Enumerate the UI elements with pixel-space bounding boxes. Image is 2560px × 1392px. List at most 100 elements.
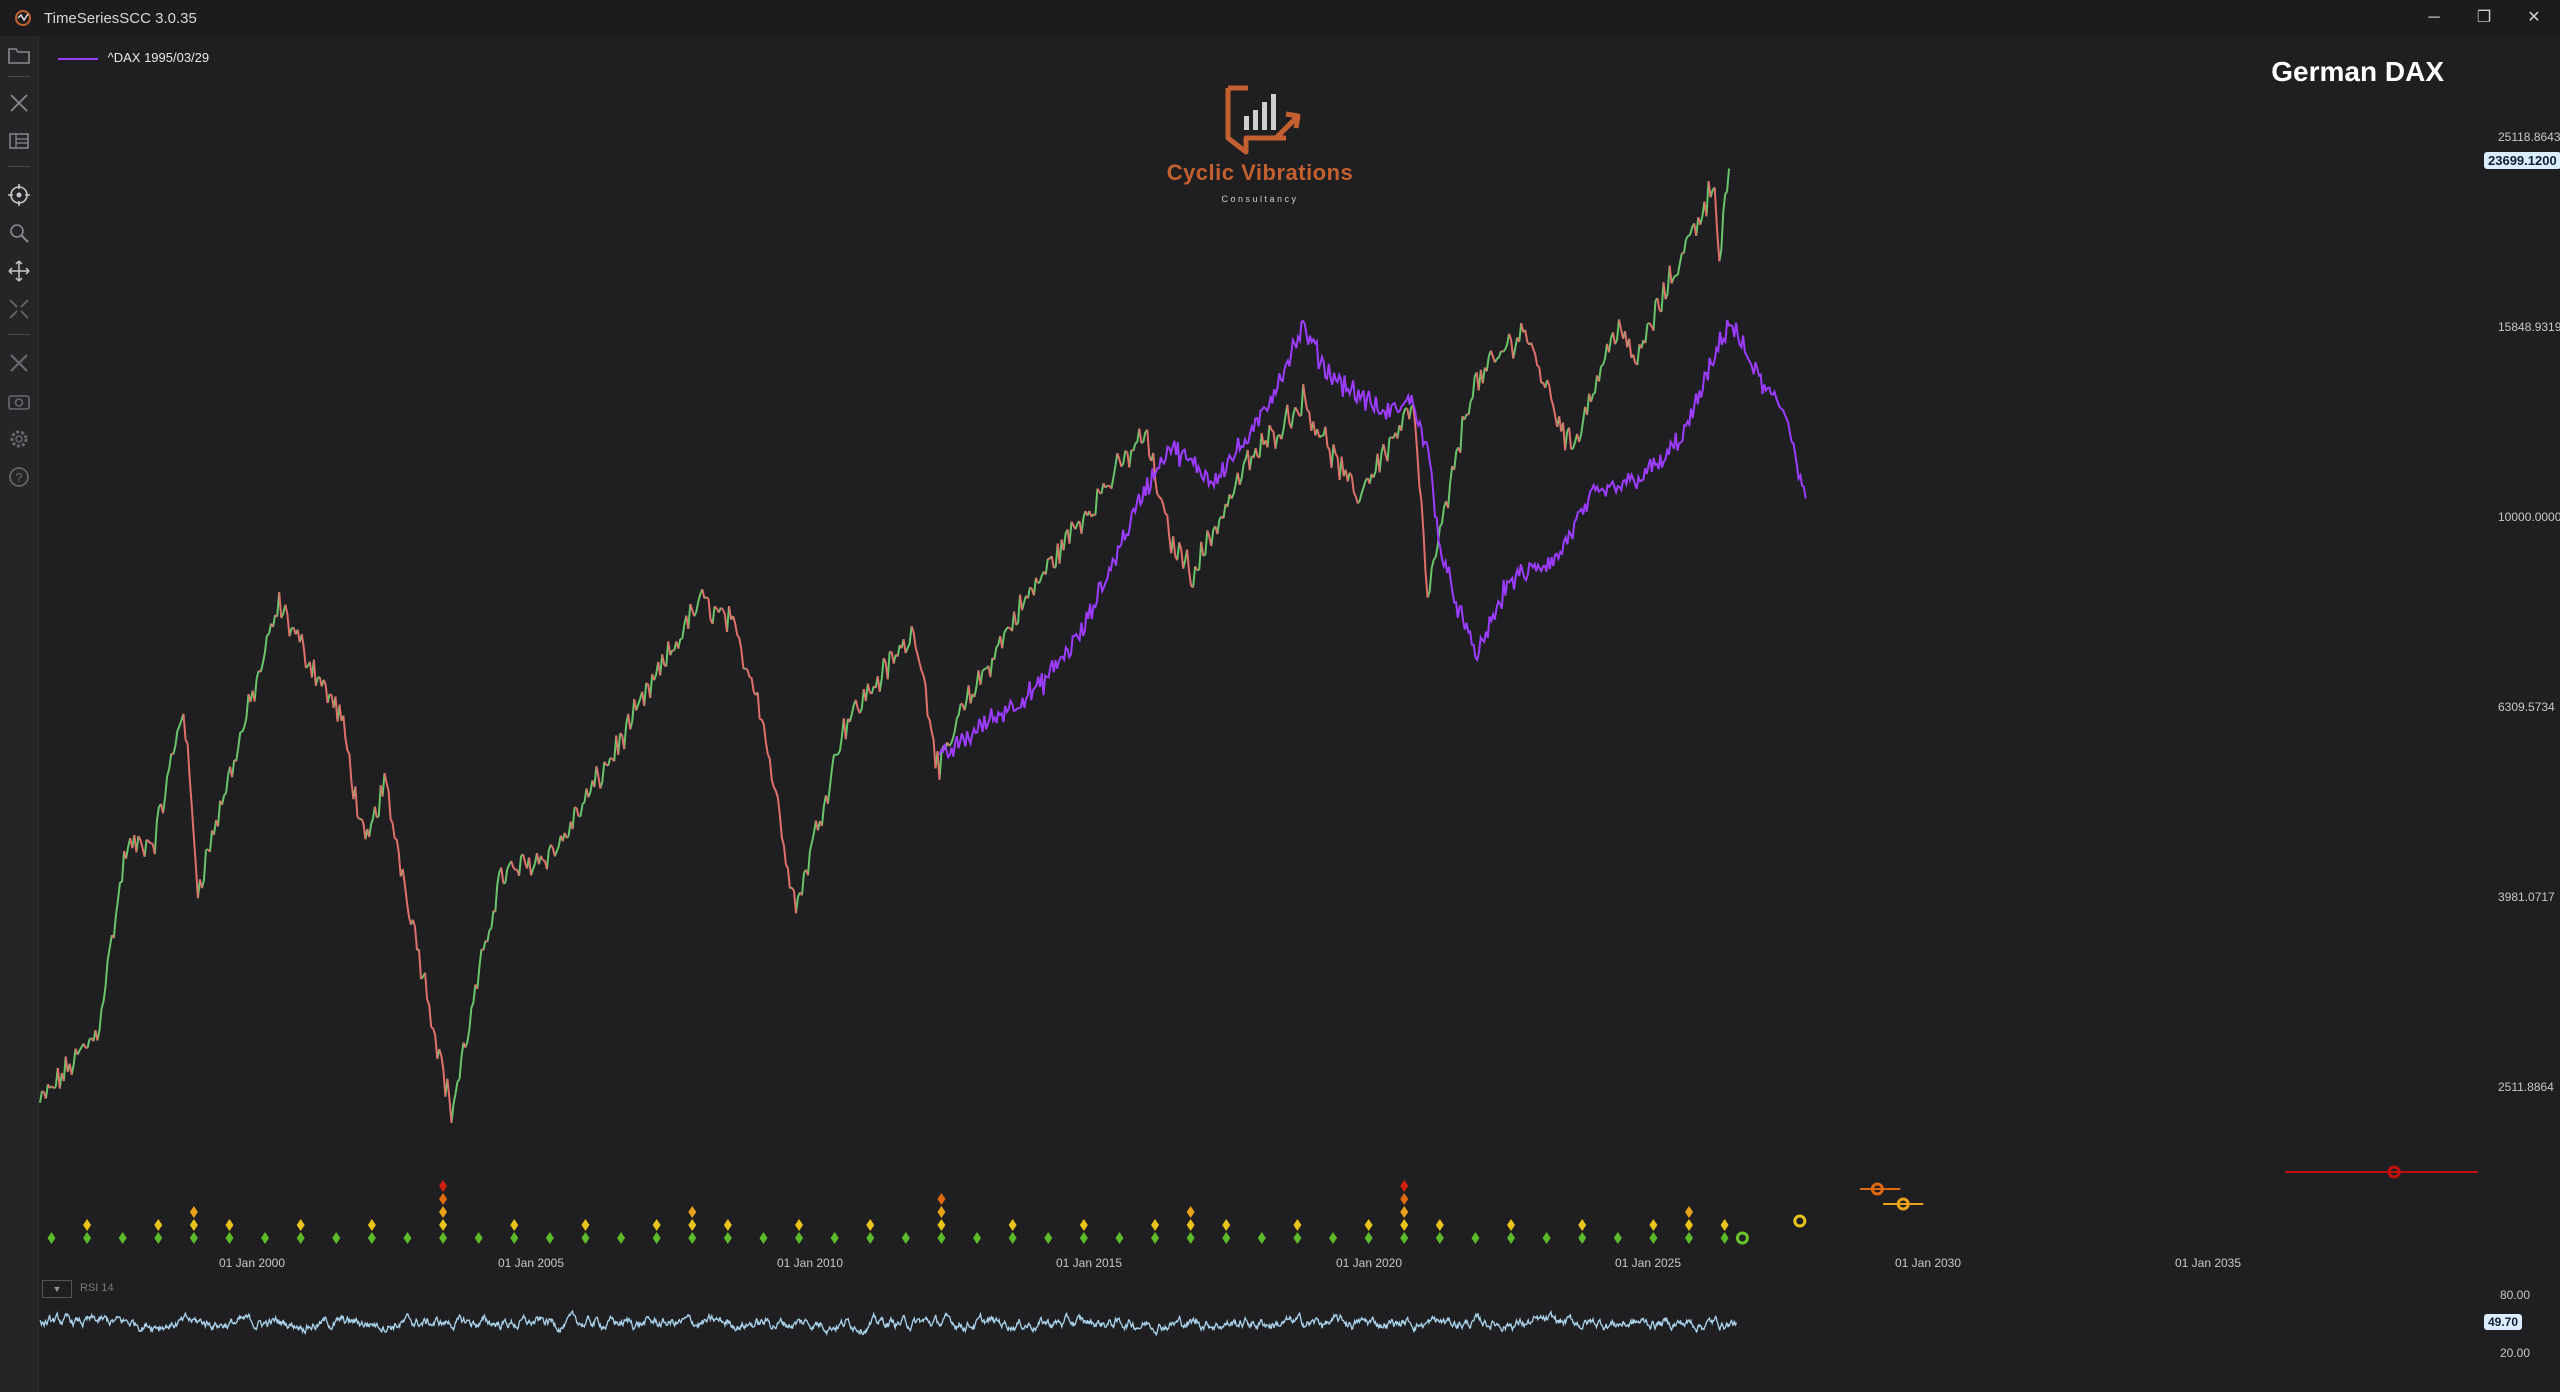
x-tick-label: 01 Jan 2025 xyxy=(1614,1256,1682,1270)
close-button[interactable]: ✕ xyxy=(2527,9,2541,26)
cycle-marker xyxy=(581,1232,590,1244)
cycle-marker xyxy=(1578,1219,1587,1231)
cycle-marker xyxy=(866,1219,875,1231)
maximize-button[interactable]: ❐ xyxy=(2476,9,2492,26)
logo-graphic xyxy=(1225,85,1301,155)
pan-icon[interactable] xyxy=(6,258,32,284)
cycle-marker xyxy=(439,1232,448,1244)
cycle-marker xyxy=(1329,1232,1338,1244)
app-icon xyxy=(15,10,31,26)
cycle-marker xyxy=(723,1219,732,1231)
cycle-marker xyxy=(189,1232,198,1244)
x-tick-label: 01 Jan 2005 xyxy=(497,1256,565,1270)
window-title: TimeSeriesSCC 3.0.35 xyxy=(44,10,197,27)
cycle-marker xyxy=(652,1219,661,1231)
y-tick-label: 2511.8864 xyxy=(2498,1080,2554,1094)
legend-label: ^DAX 1995/03/29 xyxy=(107,50,210,65)
cycle-marker xyxy=(510,1232,519,1244)
cycle-marker xyxy=(439,1180,448,1192)
folder-icon[interactable] xyxy=(6,42,32,68)
cycle-marker xyxy=(937,1232,946,1244)
cycle-marker xyxy=(1720,1219,1729,1231)
settings-tools-icon[interactable] xyxy=(6,350,32,376)
cycle-marker xyxy=(439,1206,448,1218)
cycle-marker xyxy=(901,1232,910,1244)
rsi-tick-label: 20.00 xyxy=(2500,1346,2531,1360)
cycle-marker xyxy=(1222,1219,1231,1231)
cycle-marker xyxy=(154,1232,163,1244)
cycle-marker xyxy=(367,1219,376,1231)
layout-icon[interactable] xyxy=(6,128,32,154)
cycle-marker xyxy=(1685,1232,1694,1244)
minimize-button[interactable]: ─ xyxy=(2428,9,2440,26)
cycle-marker xyxy=(189,1206,198,1218)
cycle-marker xyxy=(1507,1219,1516,1231)
legend[interactable]: ^DAX 1995/03/29 xyxy=(58,50,209,65)
forecast-marker xyxy=(2387,1165,2401,1179)
cycle-marker xyxy=(1435,1232,1444,1244)
cycle-marker xyxy=(973,1232,982,1244)
cycle-marker xyxy=(118,1232,127,1244)
cycle-marker xyxy=(545,1232,554,1244)
cycle-marker xyxy=(154,1219,163,1231)
cycle-marker xyxy=(1008,1219,1017,1231)
cycle-marker xyxy=(830,1232,839,1244)
rsi-tick-label: 80.00 xyxy=(2500,1288,2531,1302)
cycle-marker xyxy=(367,1232,376,1244)
cycle-marker xyxy=(1400,1180,1409,1192)
forecast-marker xyxy=(1793,1214,1807,1228)
cycle-marker xyxy=(1400,1193,1409,1205)
cycle-marker xyxy=(1578,1232,1587,1244)
price-series xyxy=(39,168,1730,1124)
cycle-marker xyxy=(1186,1206,1195,1218)
cycle-marker xyxy=(937,1219,946,1231)
rsi-value-tag: 49.70 xyxy=(2484,1314,2523,1330)
logo: Cyclic Vibrations Consultancy xyxy=(1160,84,1360,214)
cycle-marker xyxy=(937,1193,946,1205)
overlay-series xyxy=(938,319,1807,760)
cycle-marker xyxy=(652,1232,661,1244)
crosshair-icon[interactable] xyxy=(6,182,32,208)
cycle-markers xyxy=(47,1165,2478,1245)
cycle-marker xyxy=(1222,1232,1231,1244)
cycle-marker xyxy=(688,1232,697,1244)
cycle-marker xyxy=(439,1193,448,1205)
logo-subtitle: Consultancy xyxy=(1221,194,1299,204)
cycle-marker xyxy=(1293,1232,1302,1244)
cycle-marker xyxy=(225,1232,234,1244)
cycle-marker xyxy=(688,1206,697,1218)
cycle-marker xyxy=(1364,1232,1373,1244)
rsi-label: RSI 14 xyxy=(80,1282,114,1294)
price-line-up xyxy=(39,168,1730,1124)
cycle-marker xyxy=(795,1219,804,1231)
fit-icon[interactable] xyxy=(6,296,32,322)
cycle-marker xyxy=(1435,1219,1444,1231)
title-bar: TimeSeriesSCC 3.0.35 ─ ❐ ✕ xyxy=(0,0,2560,36)
cycle-marker xyxy=(795,1232,804,1244)
cycle-marker xyxy=(1685,1219,1694,1231)
zoom-icon[interactable] xyxy=(6,220,32,246)
help-icon[interactable]: ? xyxy=(6,464,32,490)
rsi-line xyxy=(39,1309,1737,1337)
cycle-marker xyxy=(617,1232,626,1244)
cycle-marker xyxy=(723,1232,732,1244)
y-tick-label: 6309.5734 xyxy=(2498,700,2555,714)
cycle-marker xyxy=(1649,1232,1658,1244)
cycle-marker xyxy=(866,1232,875,1244)
x-tick-label: 01 Jan 2035 xyxy=(2174,1256,2242,1270)
chart-title: German DAX xyxy=(2271,56,2444,87)
x-tick-label: 01 Jan 2010 xyxy=(776,1256,844,1270)
cycle-marker xyxy=(1186,1232,1195,1244)
forecast-marker xyxy=(1896,1197,1910,1211)
legend-swatch xyxy=(58,57,98,60)
rsi-collapse-toggle[interactable]: ▼ xyxy=(42,1280,72,1298)
y-tick-label: 25118.8643 xyxy=(2498,130,2560,144)
cycle-marker xyxy=(1293,1219,1302,1231)
tools-icon[interactable] xyxy=(6,90,32,116)
x-tick-label: 01 Jan 2015 xyxy=(1055,1256,1123,1270)
camera-icon[interactable] xyxy=(6,388,32,414)
cycle-marker xyxy=(189,1219,198,1231)
gear-icon[interactable] xyxy=(6,426,32,452)
cycle-marker xyxy=(296,1232,305,1244)
